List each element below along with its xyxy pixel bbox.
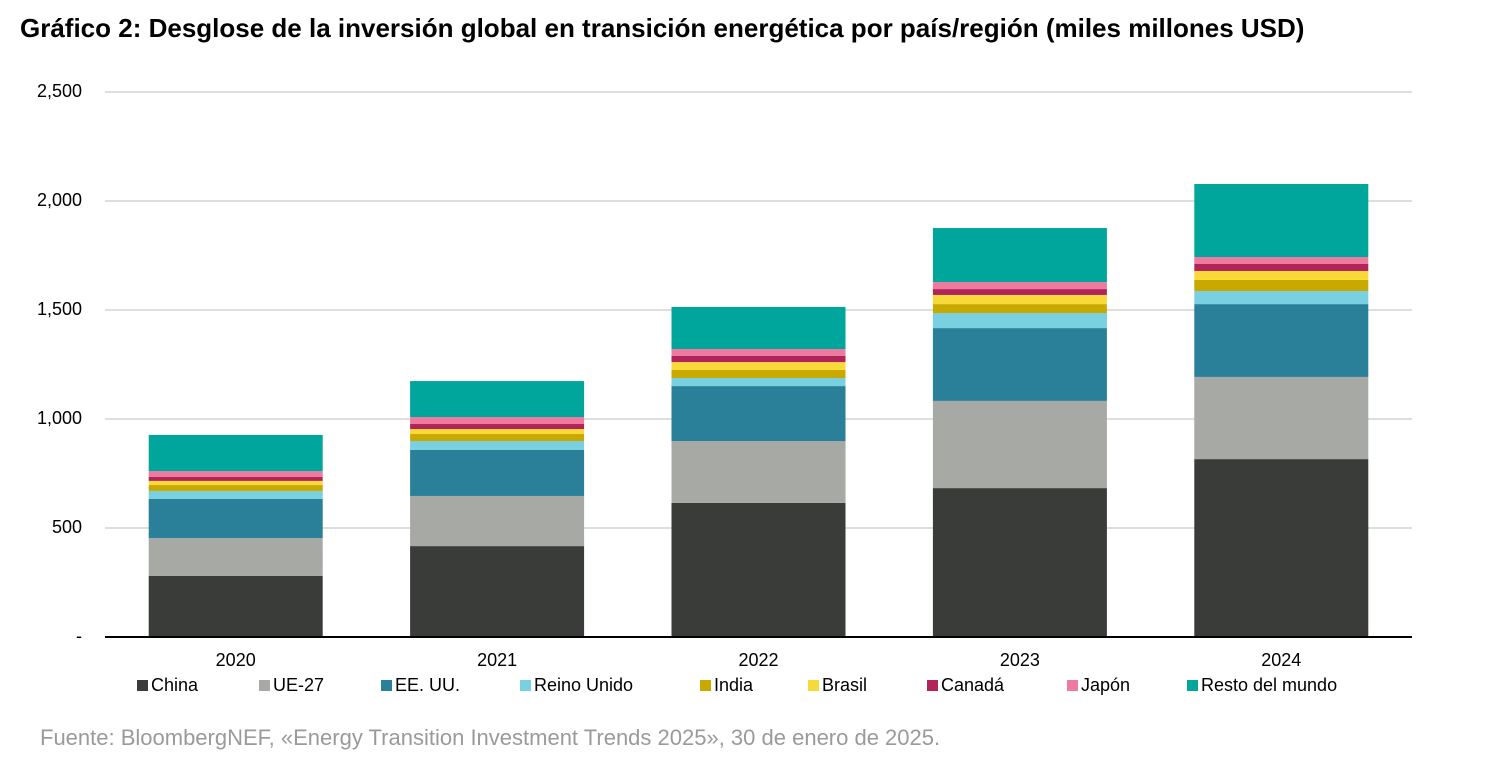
bar-segment <box>932 289 1107 295</box>
legend-swatch <box>927 680 938 691</box>
legend-swatch <box>137 680 148 691</box>
bar-segment <box>932 228 1107 283</box>
bar-segment <box>148 434 323 472</box>
bar-segment <box>148 490 323 500</box>
bar-segment <box>410 449 585 496</box>
x-tick-label: 2023 <box>1000 650 1040 670</box>
legend-label: EE. UU. <box>395 675 460 695</box>
bar-segment <box>410 546 585 637</box>
bar-segment <box>932 488 1107 637</box>
bar-segment <box>1194 257 1369 265</box>
bar-segment <box>410 434 585 442</box>
bar-segment <box>410 441 585 450</box>
bar-segment <box>1194 279 1369 292</box>
y-tick-label: 2,000 <box>37 190 82 210</box>
bar-segment <box>148 499 323 539</box>
legend-label: UE-27 <box>273 675 324 695</box>
bar-segment <box>148 480 323 486</box>
legend-swatch <box>1067 680 1078 691</box>
bar-segment <box>410 381 585 418</box>
bar-segment <box>148 575 323 637</box>
chart: - 500 1,000 1,500 2,000 2,500 2020 2021 2022 2023… <box>37 81 1412 695</box>
bar-segment <box>410 417 585 425</box>
legend-label: Resto del mundo <box>1201 675 1337 695</box>
bar-segment <box>932 294 1107 305</box>
legend-label: Canadá <box>941 675 1005 695</box>
y-tick-label: 500 <box>52 517 82 537</box>
bar-segment <box>410 495 585 547</box>
legend-label: Brasil <box>822 675 867 695</box>
bar-segment <box>1194 304 1369 377</box>
legend-swatch <box>1187 680 1198 691</box>
bar-segment <box>671 502 846 637</box>
bar-segment <box>932 282 1107 290</box>
bar-segment <box>1194 459 1369 637</box>
legend-label: India <box>714 675 754 695</box>
bar-segment <box>1194 291 1369 305</box>
legend-swatch <box>259 680 270 691</box>
x-tick-label: 2020 <box>216 650 256 670</box>
chart-title: Gráfico 2: Desglose de la inversión glob… <box>20 13 1305 43</box>
legend-label: Reino Unido <box>534 675 633 695</box>
legend-swatch <box>381 680 392 691</box>
bar-segment <box>932 313 1107 329</box>
legend-swatch <box>700 680 711 691</box>
x-tick-label: 2022 <box>738 650 778 670</box>
bar-segment <box>410 424 585 430</box>
legend-swatch <box>808 680 819 691</box>
y-tick-label: 1,500 <box>37 299 82 319</box>
bar-segment <box>671 369 846 379</box>
legend-label: China <box>151 675 199 695</box>
legend-swatch <box>520 680 531 691</box>
bar-segment <box>1194 270 1369 280</box>
bar-segment <box>932 328 1107 401</box>
x-tick-label: 2024 <box>1261 650 1301 670</box>
y-tick-label: - <box>76 626 82 646</box>
bar-segment <box>671 355 846 363</box>
bar-segment <box>671 362 846 370</box>
bar-segment <box>1194 264 1369 271</box>
legend-label: Japón <box>1081 675 1130 695</box>
bar-segment <box>932 400 1107 489</box>
y-tick-label: 2,500 <box>37 81 82 101</box>
bar-segment <box>148 538 323 576</box>
bar-segment <box>148 476 323 481</box>
bar-segment <box>410 429 585 435</box>
x-tick-label: 2021 <box>477 650 517 670</box>
bar-segment <box>1194 376 1369 460</box>
bar-segment <box>671 386 846 442</box>
bar-segment <box>671 378 846 387</box>
y-tick-label: 1,000 <box>37 408 82 428</box>
bar-segment <box>148 485 323 491</box>
bar-segment <box>148 471 323 477</box>
bar-segment <box>671 349 846 356</box>
bar-segment <box>671 306 846 350</box>
source-note: Fuente: BloombergNEF, «Energy Transition… <box>40 725 941 750</box>
bar-segment <box>671 441 846 503</box>
bar-segment <box>1194 183 1369 258</box>
bar-segment <box>932 304 1107 314</box>
